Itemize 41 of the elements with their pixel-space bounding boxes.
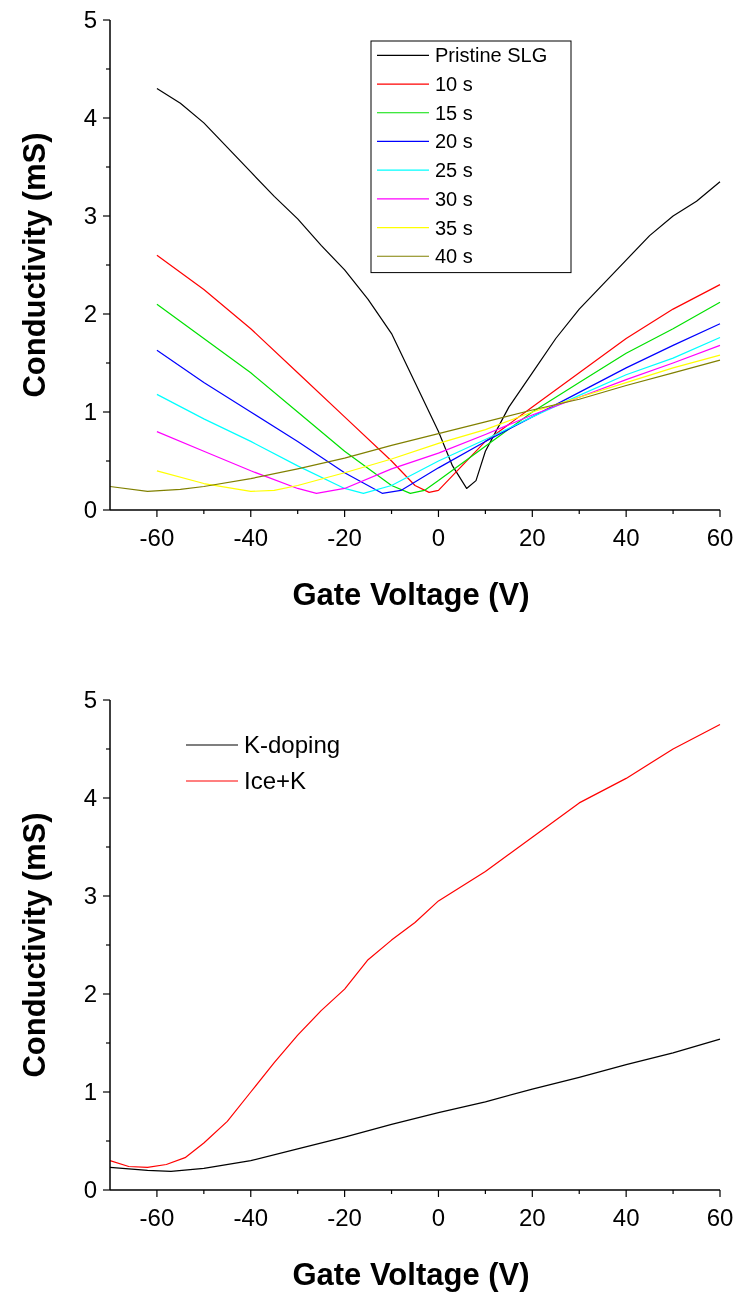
- y-axis-title: Conductivity (mS): [17, 812, 52, 1078]
- legend-label: Pristine SLG: [435, 44, 548, 67]
- y-tick-label: 1: [83, 1078, 97, 1106]
- x-tick-label: 60: [706, 1204, 734, 1231]
- x-tick-label: -40: [233, 524, 269, 551]
- legend-label: Ice+K: [244, 767, 307, 795]
- x-tick-label: -20: [327, 524, 362, 551]
- y-tick-label: 0: [83, 496, 97, 524]
- legend-label: K-doping: [244, 731, 341, 759]
- x-tick-label: -40: [233, 1204, 269, 1231]
- legend-label: 35 s: [435, 216, 473, 239]
- legend-label: 40 s: [435, 245, 473, 268]
- x-tick-label: 20: [518, 524, 546, 551]
- legend-label: 20 s: [435, 130, 473, 153]
- x-tick-label: 0: [431, 524, 446, 551]
- y-tick-label: 0: [83, 1176, 97, 1204]
- x-tick-label: 40: [612, 1204, 640, 1231]
- x-axis-title: Gate Voltage (V): [292, 1257, 530, 1292]
- legend-label: 15 s: [435, 101, 473, 124]
- x-tick-label: -60: [139, 524, 175, 551]
- legend-label: 30 s: [435, 187, 473, 210]
- x-tick-label: -60: [139, 1204, 175, 1231]
- x-tick-label: 20: [518, 1204, 546, 1231]
- x-axis-title: Gate Voltage (V): [292, 577, 530, 612]
- y-tick-label: 2: [83, 980, 97, 1008]
- x-tick-label: 40: [612, 524, 640, 551]
- y-tick-label: 4: [83, 784, 97, 812]
- line-series: [109, 723, 721, 1169]
- y-tick-label: 4: [83, 104, 97, 132]
- y-tick-label: 3: [83, 202, 97, 230]
- y-tick-label: 5: [83, 686, 97, 714]
- y-tick-label: 5: [83, 6, 97, 34]
- y-tick-label: 1: [83, 398, 97, 426]
- y-tick-label: 2: [83, 300, 97, 328]
- x-tick-label: 0: [431, 1204, 446, 1231]
- x-tick-label: -20: [327, 1204, 362, 1231]
- y-tick-label: 3: [83, 882, 97, 910]
- y-axis-title: Conductivity (mS): [17, 132, 52, 398]
- x-tick-label: 60: [706, 524, 734, 551]
- legend-label: 10 s: [435, 73, 473, 96]
- legend-label: 25 s: [435, 159, 473, 182]
